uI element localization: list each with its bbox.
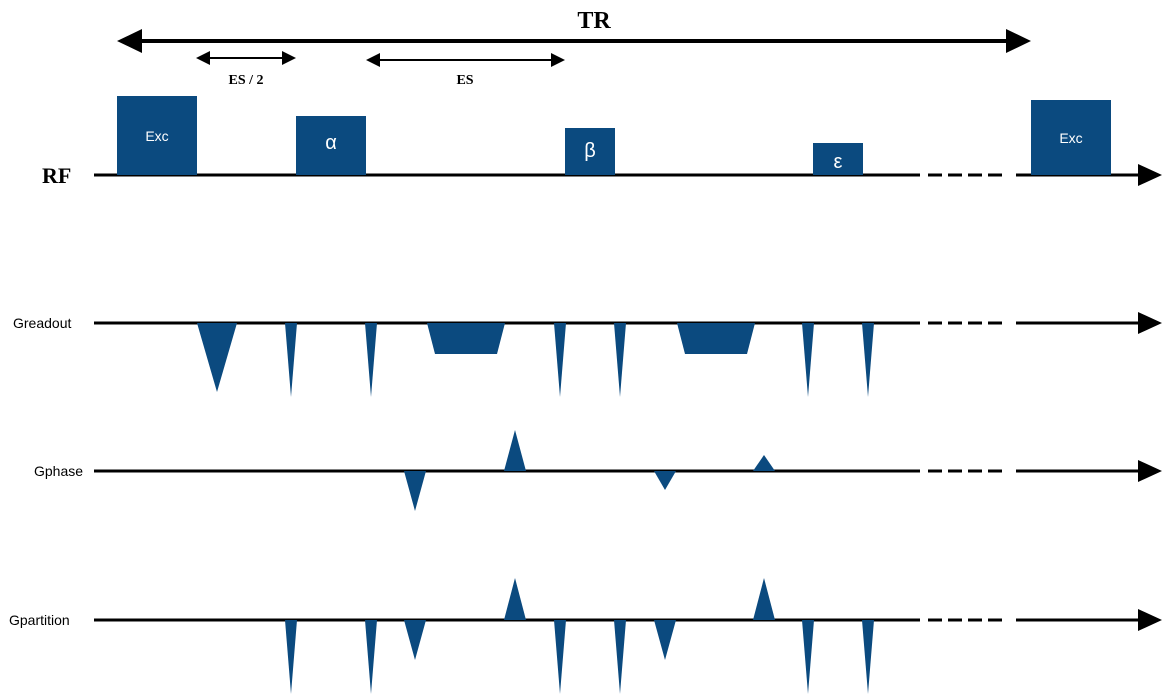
es-half-label: ES / 2 [228, 73, 263, 88]
gphase-axis-label: Gphase [34, 463, 83, 479]
gpartition-axis-label: Gpartition [9, 612, 70, 628]
gpartition-rewind-lobe [504, 578, 526, 620]
rf-pulse-exc-second-label: Exc [1059, 130, 1082, 146]
gpartition-crusher [862, 620, 874, 694]
rf-pulse-beta: β [565, 128, 615, 175]
gpartition-crusher [554, 620, 566, 694]
tr-arrow [117, 29, 1031, 53]
gpartition-rewind-lobe [753, 578, 775, 620]
es-label: ES [456, 73, 473, 88]
greadout-crusher [862, 323, 874, 397]
gpartition-crusher [285, 620, 297, 694]
rf-axis-label: RF [42, 163, 71, 188]
rf-pulse-beta-label: β [584, 140, 596, 162]
greadout-dephase-lobe [197, 323, 237, 392]
gpartition-gradients [285, 578, 874, 694]
rf-pulse-epsilon: ε [813, 143, 863, 175]
gphase-axis [94, 460, 1162, 482]
tr-label: TR [577, 8, 611, 34]
gphase-rewind-lobe [753, 455, 775, 471]
rf-pulse-alpha-label: α [325, 132, 337, 154]
gphase-rewind-lobe [504, 430, 526, 471]
gpartition-encode-lobe [404, 620, 426, 660]
gpartition-crusher [614, 620, 626, 694]
greadout-axis [94, 312, 1162, 334]
gpartition-crusher [802, 620, 814, 694]
greadout-crusher [365, 323, 377, 397]
rf-pulse-exc-second: Exc [1031, 100, 1111, 175]
gphase-gradients [404, 430, 775, 511]
gphase-encode-lobe [404, 471, 426, 511]
rf-axis [94, 164, 1162, 186]
gpartition-crusher [365, 620, 377, 694]
gphase-encode-lobe [654, 471, 676, 490]
rf-pulse-exc-first-label: Exc [145, 128, 168, 144]
greadout-gradients [197, 323, 874, 397]
es-half-arrow [196, 51, 296, 65]
greadout-crusher [285, 323, 297, 397]
greadout-crusher [554, 323, 566, 397]
greadout-crusher [614, 323, 626, 397]
gpartition-encode-lobe [654, 620, 676, 660]
rf-pulse-alpha: α [296, 116, 366, 175]
gpartition-axis [94, 609, 1162, 631]
greadout-axis-label: Greadout [13, 315, 71, 331]
es-arrow [366, 53, 565, 67]
greadout-crusher [802, 323, 814, 397]
greadout-readout-lobe [427, 323, 505, 354]
rf-pulse-exc-first: Exc [117, 96, 197, 175]
greadout-readout-lobe [677, 323, 755, 354]
rf-pulse-epsilon-label: ε [834, 151, 843, 173]
